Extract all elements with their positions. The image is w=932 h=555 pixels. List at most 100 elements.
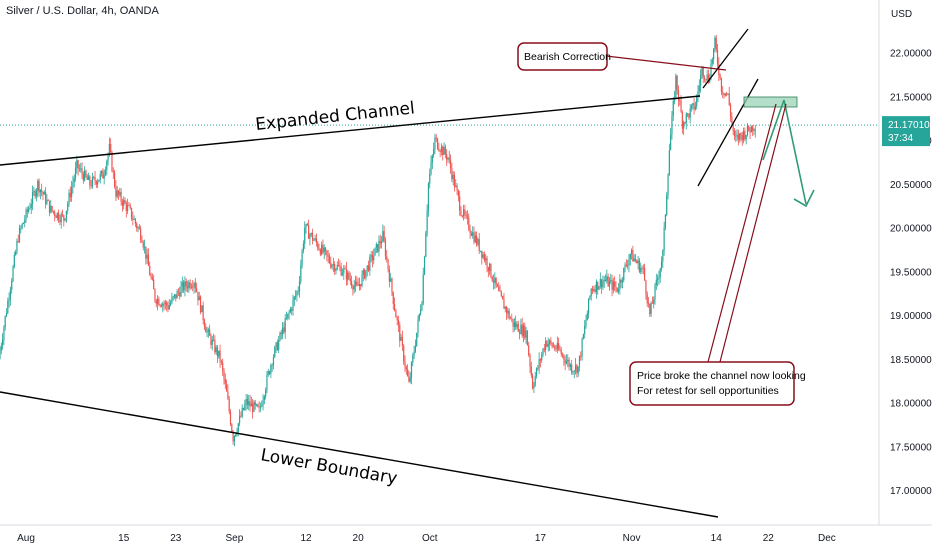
- candle-body: [548, 340, 551, 344]
- note-box[interactable]: [629, 361, 795, 406]
- candle-body: [532, 375, 534, 389]
- y-tick-label: 18.50000: [890, 355, 932, 366]
- candle-body: [594, 289, 596, 293]
- candle-body: [668, 150, 670, 176]
- candle-body: [565, 361, 568, 364]
- y-tick-label: 20.00000: [890, 224, 932, 235]
- candle-body: [628, 259, 630, 266]
- expanded-channel-label: Expanded Channel: [254, 98, 415, 135]
- candle-body: [278, 340, 280, 351]
- candle-body: [533, 385, 535, 389]
- candle-body: [82, 173, 84, 181]
- candle-body: [443, 146, 445, 156]
- candle-body: [17, 241, 19, 242]
- candle-body: [308, 225, 310, 239]
- x-axis-ticks[interactable]: Aug 15 23 Sep 12 20 Oct 17 Nov 14 22 Dec: [17, 533, 836, 544]
- candle-body: [349, 278, 351, 281]
- candle-body: [352, 286, 354, 290]
- candle-body: [416, 332, 418, 346]
- candle-body: [232, 431, 234, 442]
- candle-body: [268, 371, 271, 374]
- candle-body: [644, 267, 646, 281]
- candle-body: [650, 302, 652, 315]
- candle-body: [710, 63, 712, 78]
- candle-body: [731, 116, 733, 123]
- candle-body: [716, 49, 719, 64]
- candle-body: [707, 74, 710, 83]
- candle-body: [85, 170, 87, 177]
- candle-body: [574, 364, 577, 371]
- y-tick-label: 17.00000: [890, 486, 932, 497]
- candle-body: [460, 210, 462, 216]
- candle-body: [93, 177, 95, 178]
- candle-body: [306, 223, 308, 226]
- note-pointer-b: [719, 103, 787, 363]
- candle-body: [107, 154, 109, 162]
- candle-body: [606, 276, 608, 281]
- candle-body: [371, 254, 374, 261]
- candle-body: [149, 266, 151, 276]
- candle-body: [457, 190, 459, 197]
- candle-body: [637, 260, 639, 264]
- candle-body: [314, 238, 316, 240]
- candle-body: [584, 325, 586, 335]
- candle-body: [688, 113, 690, 118]
- candle-body: [128, 205, 130, 206]
- candle-body: [528, 345, 530, 356]
- bearish-correction-box[interactable]: [517, 42, 608, 71]
- currency-label: USD: [891, 9, 912, 20]
- candle-body: [276, 342, 278, 351]
- lower-boundary-label: Lower Boundary: [259, 445, 399, 489]
- candle-body: [58, 212, 60, 221]
- candle-body: [545, 340, 547, 350]
- candle-body: [78, 168, 81, 170]
- candle-body: [546, 340, 548, 347]
- candle-body: [739, 133, 741, 140]
- candle-body: [13, 254, 15, 267]
- candle-body: [499, 290, 501, 292]
- candle-body: [552, 346, 555, 348]
- candle-body: [313, 239, 315, 241]
- candle-body: [410, 362, 413, 378]
- candle-body: [190, 286, 193, 288]
- candle-body: [337, 264, 340, 266]
- candle-body: [261, 405, 263, 407]
- candle-body: [633, 258, 635, 262]
- candle-body: [642, 267, 644, 269]
- candle-body: [132, 218, 134, 220]
- candle-body: [680, 100, 682, 113]
- candle-body: [571, 364, 573, 373]
- candle-body: [358, 283, 361, 287]
- candle-body: [444, 146, 446, 155]
- y-axis-ticks[interactable]: 22.0000021.5000021.0000020.5000020.00000…: [890, 49, 932, 498]
- candle-body: [408, 376, 410, 382]
- candle-body: [462, 209, 465, 217]
- candle-body: [754, 129, 756, 131]
- candle-body: [430, 162, 432, 174]
- candle-body: [97, 181, 99, 185]
- y-tick-label: 20.50000: [890, 180, 932, 191]
- candle-body: [214, 339, 216, 353]
- candle-body: [636, 260, 638, 264]
- projection-arrow-up: [762, 99, 785, 161]
- candle-body: [120, 192, 122, 202]
- candle-body: [281, 327, 284, 335]
- candle-body: [537, 368, 539, 369]
- candle-body: [212, 339, 215, 341]
- candle-body: [228, 398, 230, 412]
- candle-body: [310, 233, 312, 235]
- candle-body: [219, 350, 221, 362]
- candle-body: [4, 315, 6, 328]
- candle-body: [495, 277, 497, 285]
- candle-body: [728, 93, 730, 105]
- candle-body: [392, 291, 394, 305]
- candle-body: [663, 227, 665, 251]
- candle-body: [612, 281, 614, 290]
- candle-body: [81, 168, 83, 174]
- candle-body: [67, 203, 69, 211]
- candle-body: [47, 200, 49, 201]
- candle-body: [292, 300, 294, 311]
- candle-body: [369, 256, 371, 271]
- candle-body: [422, 274, 424, 304]
